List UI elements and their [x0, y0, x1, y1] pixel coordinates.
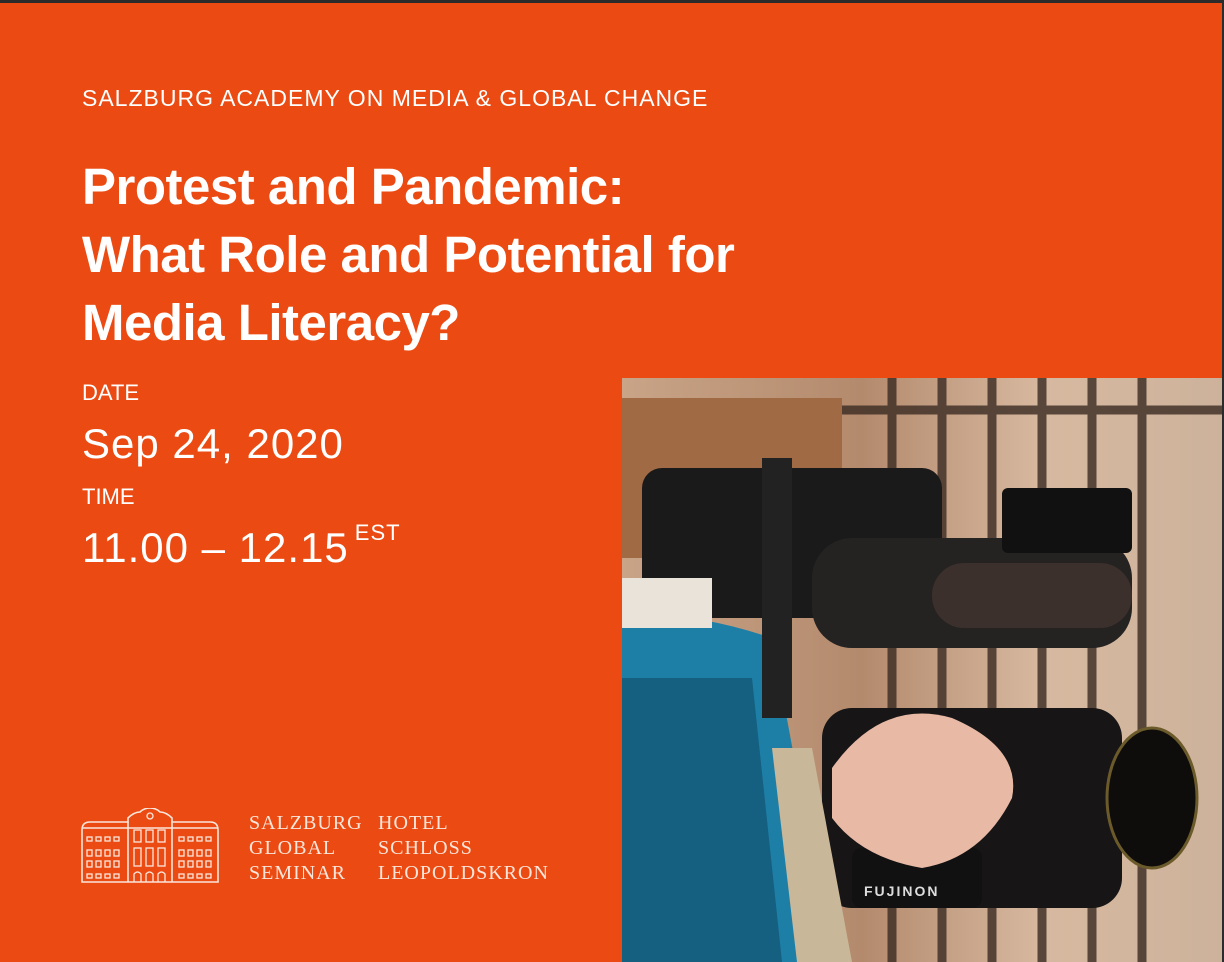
- organizer-kicker: SALZBURG ACADEMY ON MEDIA & GLOBAL CHANG…: [82, 85, 709, 111]
- event-title: Protest and Pandemic: What Role and Pote…: [82, 153, 735, 357]
- schloss-building-logo: [81, 808, 219, 883]
- wordmark-line: GLOBAL: [249, 837, 337, 859]
- date-value: Sep 24, 2020: [82, 420, 344, 467]
- wordmark-line: SEMINAR: [249, 862, 347, 884]
- camera-operator-photo: FUJINON: [622, 378, 1222, 962]
- salzburg-global-seminar-wordmark: SALZBURG GLOBAL SEMINAR: [249, 811, 363, 886]
- event-flyer: SALZBURG ACADEMY ON MEDIA & GLOBAL CHANG…: [0, 3, 1222, 962]
- wordmark-line: SALZBURG: [249, 812, 363, 834]
- title-line: Media Literacy?: [82, 294, 460, 351]
- date-label: DATE: [82, 380, 140, 405]
- wordmark-line: HOTEL: [378, 812, 449, 834]
- photo-illustration: FUJINON: [622, 378, 1222, 962]
- camera-brand: FUJINON: [864, 883, 939, 899]
- time-zone: EST: [354, 520, 401, 545]
- title-line: Protest and Pandemic:: [82, 158, 625, 215]
- time-range: 11.00 – 12.15: [82, 524, 349, 571]
- hotel-schloss-wordmark: HOTEL SCHLOSS LEOPOLDSKRON: [378, 811, 549, 886]
- wordmark-line: LEOPOLDSKRON: [378, 862, 549, 884]
- time-value: 11.00 – 12.15 EST: [82, 520, 401, 572]
- title-line: What Role and Potential for: [82, 226, 735, 283]
- time-label: TIME: [82, 484, 135, 509]
- wordmark-line: SCHLOSS: [378, 837, 473, 859]
